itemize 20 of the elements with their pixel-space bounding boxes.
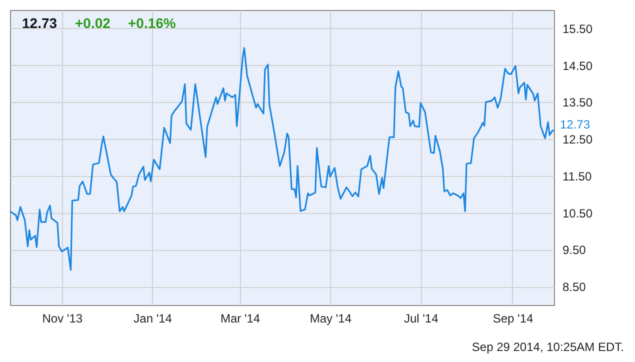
line-series — [9, 47, 555, 271]
x-tick-label: Nov '13 — [42, 312, 83, 326]
annotation: +0.02 — [75, 15, 111, 31]
y-tick-label: 10.50 — [562, 206, 593, 220]
y-tick-label: 13.50 — [562, 96, 593, 110]
x-tick-label: Sep '14 — [492, 312, 534, 326]
x-tick-label: Jan '14 — [134, 312, 172, 326]
y-tick-label: 15.50 — [562, 22, 593, 36]
y-tick-label: 9.50 — [562, 243, 586, 258]
annotation: 12.73 — [560, 118, 590, 132]
annotation: +0.16% — [128, 15, 176, 31]
x-tick-label: Mar '14 — [220, 312, 260, 326]
x-tick-label: May '14 — [310, 312, 352, 326]
text: Sep 29 2014, 10:25AM EDT. — [472, 340, 624, 354]
x-tick-label: Jul '14 — [404, 312, 439, 326]
annotation: 12.73 — [22, 15, 58, 31]
y-tick-label: 14.50 — [562, 58, 593, 73]
y-tick-label: 8.50 — [562, 280, 586, 294]
y-tick-label: 12.50 — [562, 132, 593, 147]
y-tick-label: 11.50 — [562, 169, 592, 184]
